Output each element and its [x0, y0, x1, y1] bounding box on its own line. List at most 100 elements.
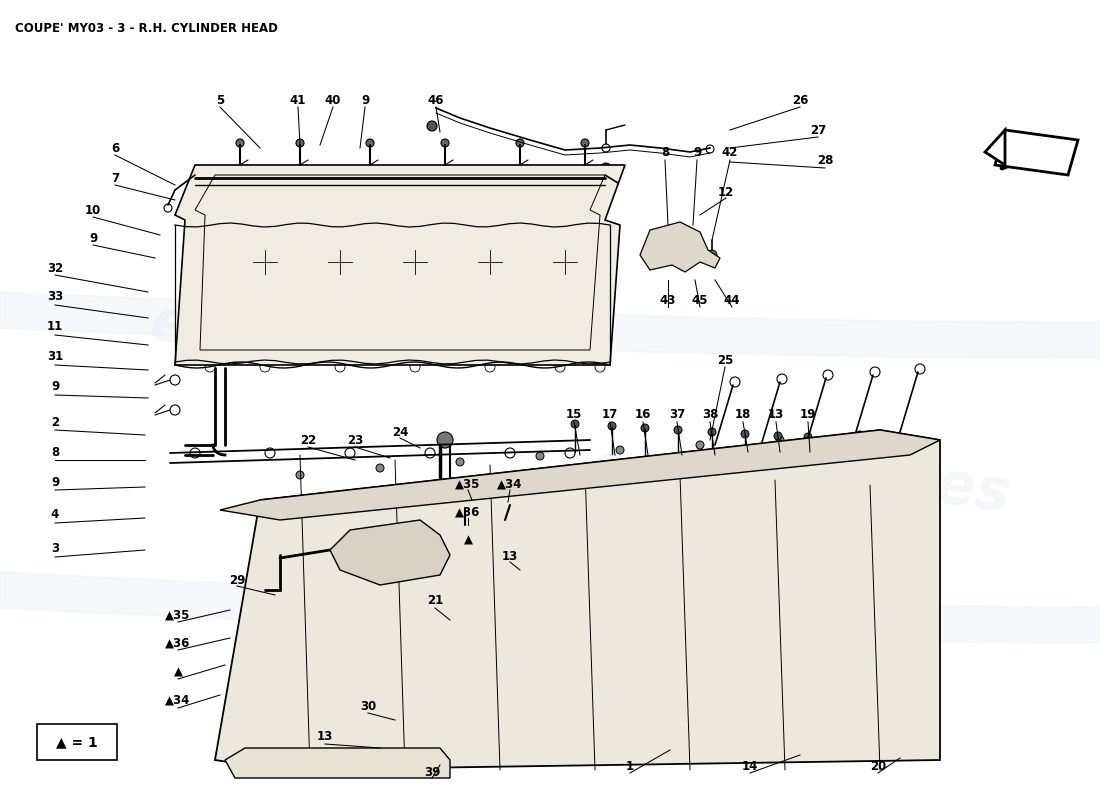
Circle shape: [437, 432, 453, 448]
Text: spares: spares: [790, 437, 1014, 523]
Circle shape: [601, 163, 610, 173]
Circle shape: [248, 244, 283, 280]
Circle shape: [776, 436, 784, 444]
Polygon shape: [220, 430, 940, 520]
Circle shape: [506, 168, 514, 176]
Circle shape: [296, 471, 304, 479]
Text: 9: 9: [361, 94, 370, 106]
Polygon shape: [996, 130, 1078, 175]
Circle shape: [708, 428, 716, 436]
Text: 8: 8: [661, 146, 669, 159]
Text: 9: 9: [51, 381, 59, 394]
Text: 38: 38: [702, 409, 718, 422]
Text: 23: 23: [346, 434, 363, 446]
Circle shape: [260, 620, 350, 710]
Text: 28: 28: [817, 154, 833, 167]
Polygon shape: [214, 430, 940, 770]
Circle shape: [741, 430, 749, 438]
Circle shape: [385, 232, 446, 292]
Circle shape: [535, 232, 595, 292]
Circle shape: [372, 535, 408, 571]
Circle shape: [382, 617, 418, 653]
Text: ▲36: ▲36: [455, 506, 481, 518]
Text: 9: 9: [89, 231, 97, 245]
Circle shape: [459, 522, 471, 534]
Text: 25: 25: [717, 354, 734, 366]
Circle shape: [379, 543, 400, 563]
Circle shape: [503, 491, 517, 505]
Text: 46: 46: [428, 94, 444, 106]
Text: 41: 41: [289, 94, 306, 106]
Text: ▲35: ▲35: [455, 478, 481, 490]
Text: 4: 4: [51, 509, 59, 522]
Circle shape: [608, 422, 616, 430]
Text: ▲35: ▲35: [165, 609, 190, 622]
Circle shape: [804, 433, 812, 441]
Text: 32: 32: [47, 262, 63, 274]
Text: 12: 12: [718, 186, 734, 198]
Text: 11: 11: [47, 321, 63, 334]
Circle shape: [372, 607, 428, 663]
Text: 14: 14: [741, 759, 758, 773]
Text: 40: 40: [324, 94, 341, 106]
Circle shape: [266, 168, 274, 176]
Text: ▲34: ▲34: [165, 694, 190, 706]
Text: 24: 24: [392, 426, 408, 438]
Text: 7: 7: [111, 171, 119, 185]
Text: 30: 30: [360, 699, 376, 713]
Text: 42: 42: [722, 146, 738, 159]
Text: 8: 8: [51, 446, 59, 458]
Text: 13: 13: [768, 409, 784, 422]
Text: ▲34: ▲34: [497, 478, 522, 490]
Circle shape: [571, 420, 579, 428]
Circle shape: [366, 139, 374, 147]
Text: 13: 13: [317, 730, 333, 742]
Circle shape: [235, 232, 295, 292]
Circle shape: [456, 492, 473, 508]
Polygon shape: [226, 748, 450, 778]
Circle shape: [680, 240, 690, 250]
Text: 45: 45: [692, 294, 708, 306]
Text: 13: 13: [502, 550, 518, 562]
Circle shape: [696, 441, 704, 449]
Circle shape: [441, 139, 449, 147]
Circle shape: [668, 600, 692, 624]
Polygon shape: [984, 130, 1005, 165]
Text: ▲36: ▲36: [165, 637, 190, 650]
Text: spares: spares: [350, 293, 574, 379]
Text: 10: 10: [85, 203, 101, 217]
Text: 37: 37: [669, 409, 685, 422]
Text: 33: 33: [47, 290, 63, 303]
Text: 43: 43: [660, 294, 676, 306]
Text: 18: 18: [735, 409, 751, 422]
Text: ▲: ▲: [463, 534, 473, 546]
Circle shape: [426, 168, 434, 176]
Text: 1: 1: [626, 759, 634, 773]
FancyBboxPatch shape: [37, 724, 117, 760]
Circle shape: [346, 168, 354, 176]
Circle shape: [576, 168, 584, 176]
Circle shape: [322, 244, 358, 280]
Circle shape: [536, 452, 544, 460]
Text: 3: 3: [51, 542, 59, 554]
Text: 21: 21: [427, 594, 443, 606]
Polygon shape: [175, 165, 625, 365]
Polygon shape: [640, 222, 720, 272]
Circle shape: [460, 232, 520, 292]
Text: 26: 26: [792, 94, 808, 106]
Text: 15: 15: [565, 409, 582, 422]
Circle shape: [500, 518, 510, 528]
Circle shape: [216, 168, 224, 176]
Circle shape: [236, 139, 244, 147]
Text: 17: 17: [602, 409, 618, 422]
Circle shape: [585, 603, 615, 633]
Polygon shape: [330, 520, 450, 585]
Text: euros: euros: [586, 439, 778, 521]
Circle shape: [245, 605, 365, 725]
Text: COUPE' MY03 - 3 - R.H. CYLINDER HEAD: COUPE' MY03 - 3 - R.H. CYLINDER HEAD: [15, 22, 278, 35]
Circle shape: [674, 426, 682, 434]
Circle shape: [310, 232, 370, 292]
Circle shape: [856, 431, 864, 439]
Circle shape: [285, 645, 324, 685]
Circle shape: [547, 244, 583, 280]
